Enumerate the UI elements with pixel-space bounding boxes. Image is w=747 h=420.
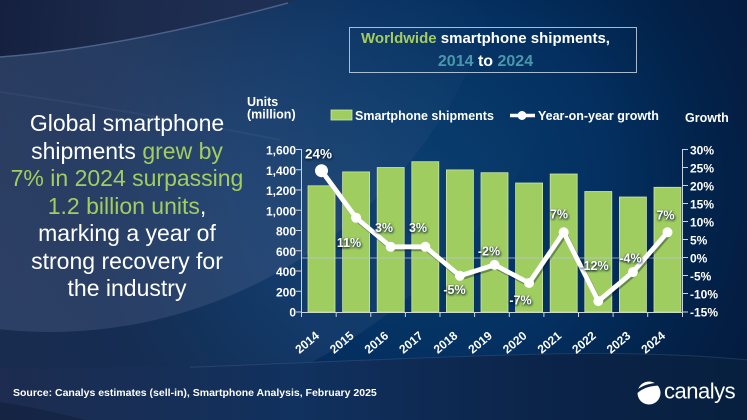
svg-text:3%: 3%: [409, 221, 427, 235]
svg-text:-15%: -15%: [690, 306, 718, 320]
svg-text:Growth: Growth: [685, 111, 729, 125]
svg-text:-4%: -4%: [619, 252, 641, 266]
svg-text:24%: 24%: [305, 147, 332, 162]
svg-text:-2%: -2%: [478, 245, 500, 259]
svg-text:(million): (million): [247, 108, 296, 122]
svg-text:2022: 2022: [569, 328, 599, 356]
svg-text:2023: 2023: [604, 328, 634, 356]
svg-text:5%: 5%: [690, 234, 708, 248]
svg-text:0%: 0%: [690, 252, 708, 266]
svg-text:-7%: -7%: [509, 294, 531, 308]
svg-text:2021: 2021: [535, 328, 565, 356]
svg-text:7%: 7%: [656, 209, 674, 223]
svg-text:800: 800: [276, 225, 296, 239]
svg-text:2015: 2015: [327, 328, 357, 356]
svg-text:30%: 30%: [690, 144, 714, 158]
svg-text:2017: 2017: [396, 328, 426, 356]
svg-text:2020: 2020: [500, 328, 530, 356]
svg-text:2024: 2024: [638, 328, 668, 356]
svg-text:-5%: -5%: [443, 283, 465, 297]
svg-text:-12%: -12%: [579, 259, 608, 273]
svg-text:Smartphone shipments: Smartphone shipments: [355, 109, 494, 123]
svg-text:11%: 11%: [337, 236, 361, 250]
svg-text:1,600: 1,600: [266, 144, 296, 158]
svg-text:3%: 3%: [375, 221, 393, 235]
svg-text:20%: 20%: [690, 180, 714, 194]
svg-text:15%: 15%: [690, 198, 714, 212]
svg-text:2016: 2016: [362, 328, 392, 356]
svg-text:10%: 10%: [690, 216, 714, 230]
svg-text:2019: 2019: [465, 328, 495, 356]
svg-text:7%: 7%: [550, 208, 568, 222]
svg-text:200: 200: [276, 285, 296, 299]
svg-text:Units: Units: [247, 95, 278, 109]
svg-text:400: 400: [276, 265, 296, 279]
svg-text:25%: 25%: [690, 162, 714, 176]
svg-text:0: 0: [289, 306, 296, 320]
svg-text:1,200: 1,200: [266, 184, 296, 198]
svg-text:1,400: 1,400: [266, 164, 296, 178]
svg-text:canalys: canalys: [664, 379, 736, 404]
svg-text:2014: 2014: [292, 328, 322, 356]
svg-text:2018: 2018: [431, 328, 461, 356]
svg-text:1,000: 1,000: [266, 204, 296, 218]
svg-text:600: 600: [276, 245, 296, 259]
svg-text:-10%: -10%: [690, 288, 718, 302]
svg-text:Year-on-year growth: Year-on-year growth: [538, 109, 659, 123]
svg-text:-5%: -5%: [690, 270, 712, 284]
